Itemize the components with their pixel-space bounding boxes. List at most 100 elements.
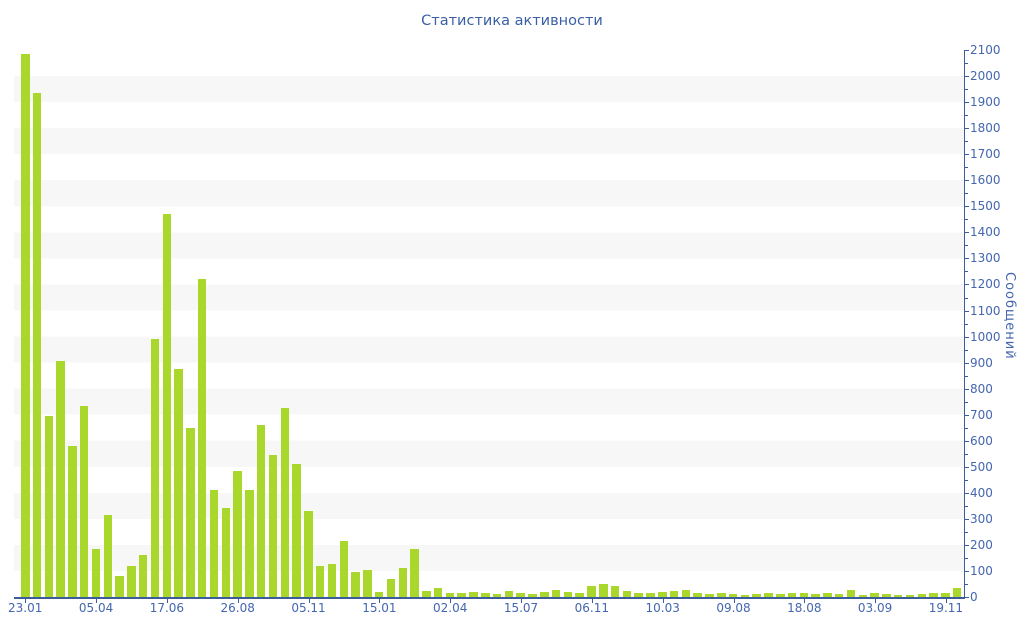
bar[interactable] bbox=[21, 53, 30, 597]
y-minor-tick bbox=[965, 245, 968, 247]
bar[interactable] bbox=[587, 585, 596, 597]
bar[interactable] bbox=[540, 591, 549, 597]
bar[interactable] bbox=[268, 455, 278, 597]
bar[interactable] bbox=[799, 592, 809, 597]
bar[interactable] bbox=[304, 511, 313, 597]
bar[interactable] bbox=[162, 214, 172, 597]
bar[interactable] bbox=[91, 548, 101, 597]
y-tick-label: 300 bbox=[970, 511, 993, 526]
y-minor-tick bbox=[965, 505, 968, 507]
bar[interactable] bbox=[469, 591, 478, 597]
bar[interactable] bbox=[398, 568, 407, 597]
bar[interactable] bbox=[717, 592, 726, 597]
bar[interactable] bbox=[575, 593, 584, 597]
bar[interactable] bbox=[44, 415, 54, 597]
bar[interactable] bbox=[563, 591, 573, 597]
x-tick-label: 03.09 bbox=[857, 601, 893, 615]
bar[interactable] bbox=[823, 592, 832, 597]
bar[interactable] bbox=[386, 578, 396, 597]
bar[interactable] bbox=[693, 592, 702, 597]
bar[interactable] bbox=[528, 594, 537, 597]
bar[interactable] bbox=[209, 490, 219, 597]
bar[interactable] bbox=[374, 591, 384, 597]
bar[interactable] bbox=[952, 587, 962, 597]
y-minor-tick bbox=[965, 115, 968, 117]
bar[interactable] bbox=[327, 564, 337, 597]
bar[interactable] bbox=[339, 541, 349, 597]
bar[interactable] bbox=[681, 589, 691, 597]
bar[interactable] bbox=[292, 464, 301, 597]
bar[interactable] bbox=[893, 594, 903, 597]
bar[interactable] bbox=[280, 408, 290, 597]
bar[interactable] bbox=[422, 590, 431, 597]
y-tick bbox=[965, 128, 969, 130]
bar[interactable] bbox=[56, 361, 65, 597]
bar[interactable] bbox=[929, 592, 938, 597]
bar[interactable] bbox=[658, 591, 667, 597]
bar[interactable] bbox=[905, 594, 915, 597]
bar[interactable] bbox=[669, 590, 679, 597]
bar[interactable] bbox=[233, 470, 242, 597]
y-tick-label: 1300 bbox=[970, 251, 1001, 266]
bar[interactable] bbox=[776, 593, 785, 597]
x-tick-label: 09.08 bbox=[716, 601, 751, 615]
bar[interactable] bbox=[870, 592, 879, 597]
bar[interactable] bbox=[197, 279, 207, 597]
bar[interactable] bbox=[516, 593, 525, 597]
bar[interactable] bbox=[492, 594, 502, 597]
y-tick-label: 1600 bbox=[970, 173, 1001, 188]
x-tick bbox=[166, 599, 168, 603]
bar[interactable] bbox=[834, 593, 844, 597]
bar[interactable] bbox=[315, 565, 325, 597]
bar[interactable] bbox=[846, 589, 856, 597]
bar[interactable] bbox=[32, 92, 42, 597]
bar[interactable] bbox=[221, 508, 231, 597]
bar[interactable] bbox=[174, 369, 183, 597]
bar[interactable] bbox=[787, 592, 797, 597]
bar[interactable] bbox=[79, 405, 89, 597]
bar[interactable] bbox=[634, 593, 643, 597]
bar[interactable] bbox=[186, 427, 195, 597]
bar[interactable] bbox=[551, 589, 561, 597]
bar[interactable] bbox=[115, 576, 124, 597]
bar[interactable] bbox=[103, 514, 113, 597]
bar[interactable] bbox=[138, 555, 148, 597]
bar[interactable] bbox=[457, 593, 466, 597]
bar[interactable] bbox=[705, 593, 714, 597]
bar[interactable] bbox=[858, 594, 868, 597]
bar[interactable] bbox=[764, 593, 773, 597]
bar[interactable] bbox=[481, 592, 490, 597]
y-tick bbox=[965, 466, 969, 468]
bar[interactable] bbox=[351, 572, 360, 597]
bar[interactable] bbox=[127, 565, 136, 597]
x-tick bbox=[96, 599, 98, 603]
bar[interactable] bbox=[445, 593, 455, 597]
bar[interactable] bbox=[610, 585, 620, 597]
bar[interactable] bbox=[811, 593, 820, 597]
y-minor-tick bbox=[965, 479, 968, 481]
y-tick-label: 400 bbox=[970, 485, 993, 500]
bar[interactable] bbox=[150, 339, 160, 597]
bar[interactable] bbox=[752, 594, 761, 597]
bar[interactable] bbox=[622, 591, 632, 597]
y-minor-tick bbox=[965, 89, 968, 91]
bar[interactable] bbox=[410, 548, 419, 597]
y-tick bbox=[965, 284, 969, 286]
bar[interactable] bbox=[882, 593, 891, 597]
bar[interactable] bbox=[363, 569, 372, 597]
y-axis-title: Сообщений bbox=[1002, 272, 1017, 360]
bar[interactable] bbox=[728, 594, 738, 597]
bar[interactable] bbox=[917, 593, 927, 597]
y-minor-tick bbox=[965, 375, 968, 377]
y-tick bbox=[965, 414, 969, 416]
bar[interactable] bbox=[256, 425, 266, 597]
bar[interactable] bbox=[68, 445, 77, 597]
bar[interactable] bbox=[599, 584, 608, 597]
bar[interactable] bbox=[740, 595, 750, 597]
bar[interactable] bbox=[646, 593, 655, 597]
bar[interactable] bbox=[504, 590, 514, 597]
y-tick-label: 600 bbox=[970, 433, 993, 448]
bar[interactable] bbox=[941, 592, 950, 597]
bar[interactable] bbox=[245, 490, 254, 597]
bar[interactable] bbox=[433, 587, 443, 597]
